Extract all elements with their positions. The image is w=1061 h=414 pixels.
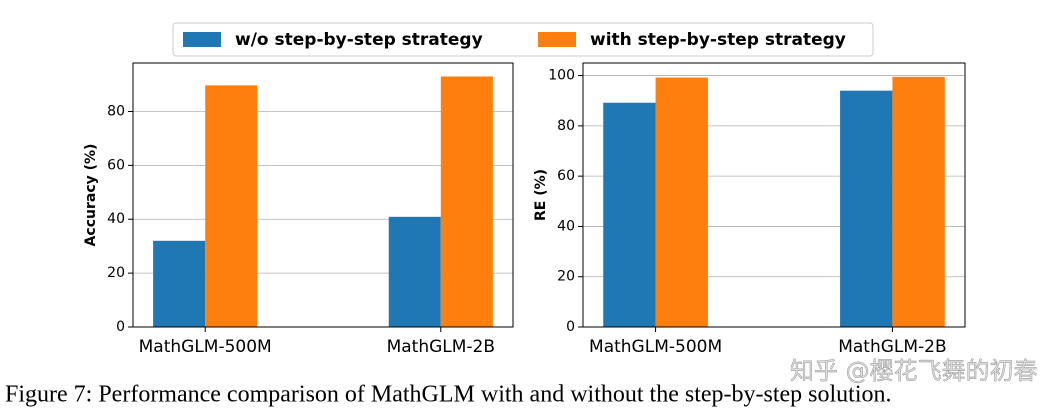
axes-frame [582, 62, 966, 328]
bar [892, 76, 945, 327]
bar [655, 77, 708, 327]
legend-box [172, 22, 874, 57]
y-tick-label: 40 [107, 211, 125, 227]
y-tick-label: 60 [557, 168, 575, 184]
bar [440, 76, 493, 327]
x-tick-label: MathGLM-500M [139, 337, 272, 357]
y-axis-label: RE (%) [533, 169, 549, 221]
legend-swatch [183, 32, 221, 47]
legend-label: w/o step-by-step strategy [235, 30, 483, 50]
y-tick-label: 60 [107, 157, 125, 173]
axes-frame [132, 62, 514, 328]
legend-label: with step-by-step strategy [590, 30, 846, 50]
bar [603, 102, 656, 328]
bar [153, 240, 206, 327]
y-tick-label: 0 [116, 319, 125, 335]
y-tick-label: 20 [107, 265, 125, 281]
y-tick-label: 0 [566, 319, 575, 335]
bar [840, 90, 893, 328]
bar [388, 216, 441, 327]
x-tick-label: MathGLM-2B [387, 337, 495, 357]
bar [205, 85, 258, 327]
legend-swatch [538, 32, 576, 47]
y-tick-label: 100 [548, 68, 575, 84]
y-axis-label: Accuracy (%) [83, 144, 99, 247]
y-tick-label: 80 [557, 118, 575, 134]
watermark: 知乎 @樱花飞舞的初春 [790, 357, 1038, 385]
y-tick-label: 80 [107, 103, 125, 119]
y-tick-label: 20 [557, 269, 575, 285]
y-tick-label: 40 [557, 218, 575, 234]
caption: Figure 7: Performance comparison of Math… [5, 382, 892, 408]
x-tick-label: MathGLM-500M [589, 337, 722, 357]
x-tick-label: MathGLM-2B [838, 337, 946, 357]
